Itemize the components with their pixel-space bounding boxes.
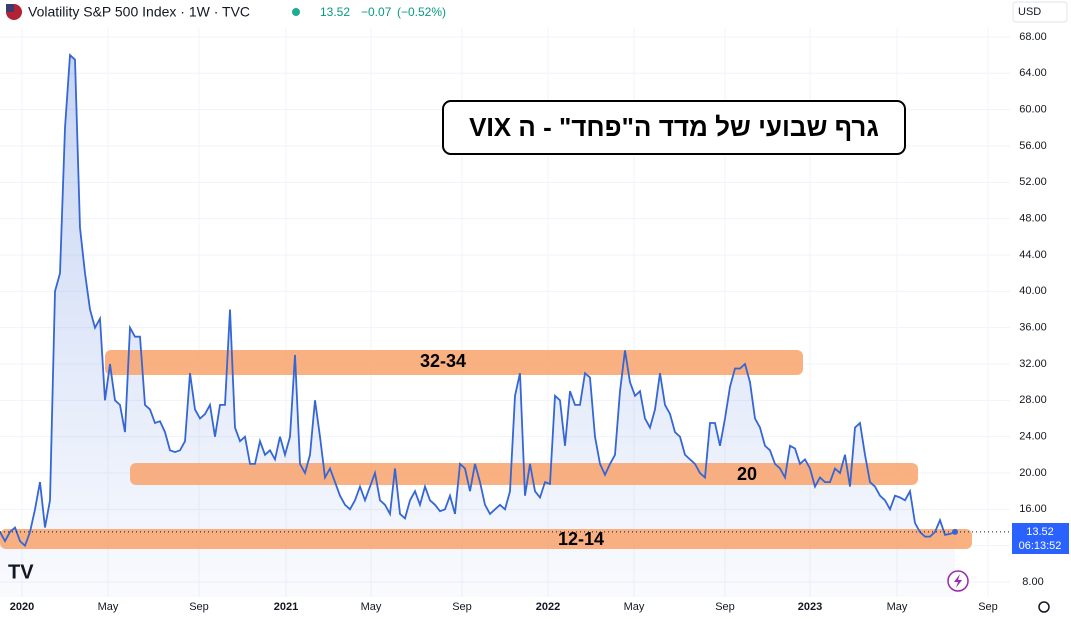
annotation-title: גרף שבועי של מדד ה"פחד" - ה VIX bbox=[469, 112, 879, 142]
band-label: 20 bbox=[737, 464, 757, 484]
band-label: 12-14 bbox=[558, 529, 604, 549]
price-label-box bbox=[1012, 523, 1069, 554]
flag-icon bbox=[6, 4, 14, 12]
line bbox=[0, 53, 956, 548]
y-tick-label: 28.00 bbox=[1019, 394, 1047, 406]
quote-change-pct: (−0.52%) bbox=[397, 5, 446, 19]
area bbox=[0, 55, 955, 598]
price-label: 13.52 bbox=[1026, 526, 1054, 538]
x-tick-label: 2021 bbox=[274, 601, 298, 613]
y-tick-label: 36.00 bbox=[1019, 322, 1047, 334]
lightning-icon[interactable] bbox=[954, 574, 962, 588]
settings-icon[interactable] bbox=[1038, 601, 1050, 613]
line-layer bbox=[0, 53, 1010, 548]
plot bbox=[0, 55, 955, 598]
x-tick-label: May bbox=[98, 601, 119, 613]
y-tick-label: 8.00 bbox=[1022, 576, 1043, 588]
y-tick-label: 32.00 bbox=[1019, 358, 1047, 370]
band bbox=[0, 529, 972, 549]
x-tick-label: 2020 bbox=[10, 601, 34, 613]
x-tick-label: Sep bbox=[978, 601, 998, 613]
x-tick-label: May bbox=[887, 601, 908, 613]
band-label: 32-34 bbox=[420, 351, 466, 371]
y-tick-label: 64.00 bbox=[1019, 67, 1047, 79]
quote-change: −0.07 bbox=[361, 5, 392, 19]
quote-price: 13.52 bbox=[320, 5, 350, 19]
symbol-title: Volatility S&P 500 Index · 1W · TVC bbox=[28, 4, 250, 20]
y-tick-label: 68.00 bbox=[1019, 31, 1047, 43]
y-tick-label: 60.00 bbox=[1019, 104, 1047, 116]
annotation: גרף שבועי של מדד ה"פחד" - ה VIX bbox=[469, 112, 879, 142]
y-tick-label: 48.00 bbox=[1019, 213, 1047, 225]
last-point bbox=[952, 528, 958, 535]
x-tick-label: 2023 bbox=[798, 601, 822, 613]
y-tick-label: 16.00 bbox=[1019, 503, 1047, 515]
x-tick-label: Sep bbox=[452, 601, 472, 613]
status-dot bbox=[292, 8, 300, 16]
x-tick-label: May bbox=[624, 601, 645, 613]
x-tick-label: May bbox=[361, 601, 382, 613]
currency[interactable]: USD bbox=[1018, 6, 1041, 18]
currency-button[interactable] bbox=[1012, 1, 1068, 23]
y-tick-label: 44.00 bbox=[1019, 249, 1047, 261]
x-tick-label: 2022 bbox=[536, 601, 560, 613]
countdown: 06:13:52 bbox=[1019, 540, 1062, 552]
y-tick-label: 52.00 bbox=[1019, 176, 1047, 188]
y-tick-label: 20.00 bbox=[1019, 467, 1047, 479]
y-tick-label: 40.00 bbox=[1019, 285, 1047, 297]
y-tick-label: 24.00 bbox=[1019, 431, 1047, 443]
x-tick-label: Sep bbox=[715, 601, 735, 613]
annotation-box bbox=[442, 100, 906, 155]
logo: TV bbox=[8, 561, 34, 583]
y-tick-label: 56.00 bbox=[1019, 140, 1047, 152]
x-tick-label: Sep bbox=[189, 601, 209, 613]
